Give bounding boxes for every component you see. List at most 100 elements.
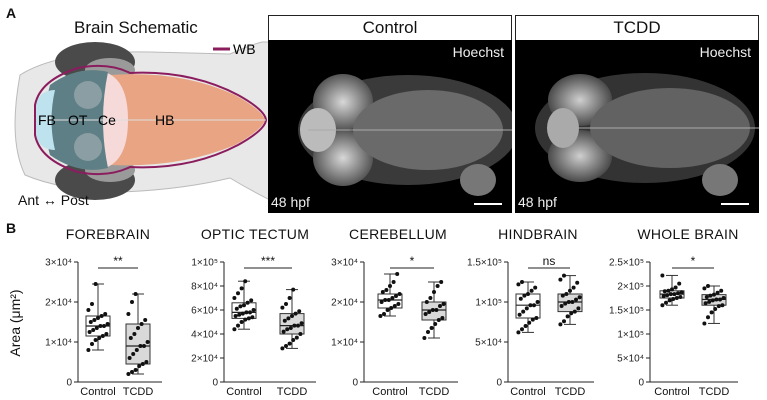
data-point [564, 292, 569, 296]
data-point [566, 300, 571, 304]
data-point [435, 284, 440, 288]
data-point [676, 291, 680, 296]
x-tick-label: Control [654, 386, 689, 398]
data-point [298, 332, 303, 336]
y-tick-label: 8×10⁴ [191, 282, 218, 293]
data-point [379, 300, 384, 304]
data-point [518, 296, 523, 301]
data-point [522, 293, 527, 298]
data-point [380, 290, 385, 294]
data-point [90, 342, 94, 346]
data-point [706, 315, 710, 320]
data-point [577, 295, 582, 300]
data-point [668, 292, 673, 297]
data-point [660, 303, 665, 308]
x-tick-label: Control [510, 386, 545, 398]
data-point [90, 302, 94, 306]
data-point [424, 300, 429, 304]
y-tick-label: 2×10⁴ [331, 298, 358, 309]
x-tick-label: Control [372, 386, 407, 398]
data-point [139, 322, 144, 326]
data-point [131, 352, 136, 356]
data-point [142, 344, 146, 348]
data-point [703, 301, 708, 306]
control-scale-bar [474, 203, 502, 205]
tcdd-brain-render [535, 73, 759, 196]
data-point [575, 280, 580, 285]
data-point [715, 290, 720, 295]
y-tick-label: 0 [212, 378, 218, 389]
data-point [232, 296, 237, 300]
y-tick-label: 1×10⁴ [331, 338, 358, 349]
fb-label: FB [38, 112, 56, 128]
data-point [128, 336, 133, 340]
data-point [138, 344, 143, 348]
data-point [97, 336, 102, 340]
data-point [103, 312, 108, 316]
data-point [96, 316, 100, 320]
data-point [396, 302, 401, 306]
data-point [516, 330, 521, 335]
data-point [426, 330, 430, 334]
control-stain-label: Hoechst [452, 44, 504, 60]
wb-legend-label: WB [233, 41, 256, 57]
data-point [532, 303, 536, 308]
data-point [570, 300, 575, 304]
data-point [250, 315, 255, 320]
data-point [92, 318, 97, 322]
data-point [572, 309, 577, 314]
data-point [523, 324, 528, 328]
data-point [534, 316, 539, 320]
y-tick-label: 6×10⁴ [191, 306, 218, 317]
y-tick-label: 0 [638, 378, 644, 389]
y-tick-label: 3×10⁴ [45, 258, 72, 269]
data-point [126, 372, 131, 376]
y-tick-label: 1×10⁵ [617, 330, 644, 341]
data-point [563, 301, 568, 306]
data-point [249, 298, 254, 303]
tcdd-image: Hoechst 48 hpf [515, 40, 759, 213]
data-point [389, 306, 394, 310]
y-tick-label: 2×10⁴ [191, 354, 218, 365]
data-point [281, 329, 286, 334]
panel-a-letter: A [6, 5, 17, 21]
schematic-title: Brain Schematic [74, 18, 198, 37]
data-point [133, 368, 138, 372]
plot-title-hindbrain: HINDBRAIN [498, 226, 578, 242]
data-point [660, 273, 665, 278]
tcdd-scale-bar [721, 203, 749, 205]
y-tick-label: 5×10⁴ [617, 354, 644, 365]
data-point [297, 309, 302, 314]
data-point [558, 322, 563, 327]
y-tick-label: 0 [352, 378, 358, 389]
data-point [245, 300, 250, 305]
data-point [702, 321, 707, 326]
y-tick-label: 1×10⁵ [475, 298, 502, 309]
data-point [105, 322, 110, 326]
significance-label: ns [543, 254, 556, 268]
data-point [671, 296, 676, 301]
data-point [678, 295, 683, 300]
data-point [559, 304, 564, 308]
data-point [434, 308, 439, 312]
data-point [710, 298, 715, 303]
x-tick-label: Control [226, 386, 261, 398]
data-point [521, 309, 526, 314]
y-tick-label: 2×10⁴ [45, 298, 72, 309]
data-point [294, 335, 299, 340]
data-point [673, 285, 678, 290]
data-point [383, 298, 388, 302]
control-brain-render [298, 74, 512, 196]
data-point [94, 326, 99, 330]
data-point [427, 310, 432, 314]
y-tick-label: 5×10⁴ [475, 338, 502, 349]
data-point [397, 292, 402, 296]
y-tick-label: 2×10⁵ [617, 282, 644, 293]
y-tick-label: 4×10⁴ [191, 330, 218, 341]
data-point [664, 300, 668, 305]
data-point [394, 294, 398, 298]
data-point [287, 296, 292, 300]
data-point [429, 326, 434, 330]
data-point [386, 298, 391, 302]
data-point [562, 319, 566, 324]
